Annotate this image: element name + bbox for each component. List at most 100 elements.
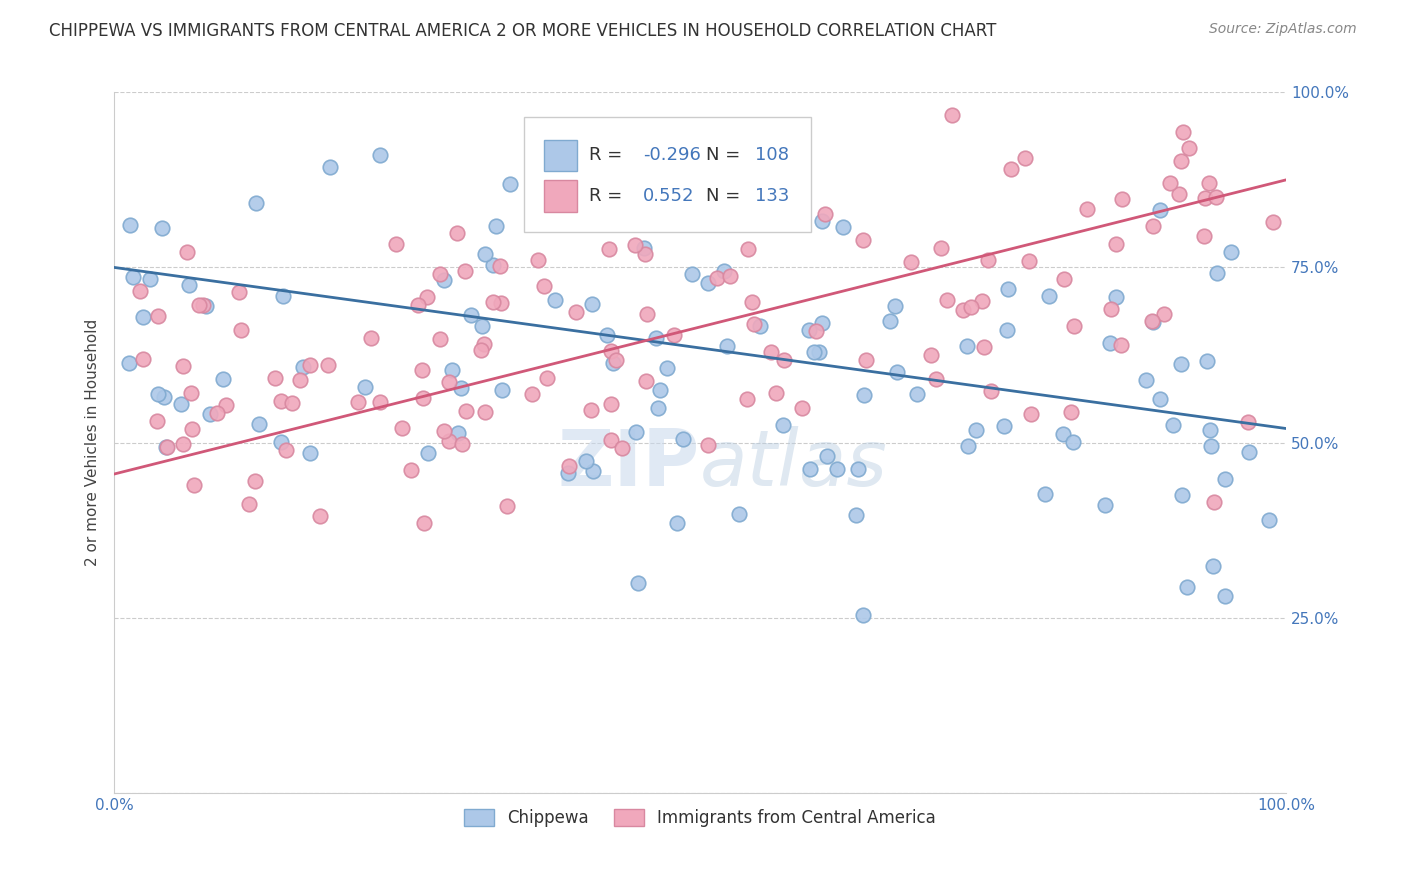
Point <box>997 282 1019 296</box>
Point <box>1000 162 1022 177</box>
Point <box>450 381 472 395</box>
Point <box>440 363 463 377</box>
Point <box>131 351 153 366</box>
Point <box>1111 338 1133 352</box>
Point <box>956 439 979 453</box>
Point <box>416 290 439 304</box>
Text: CHIPPEWA VS IMMIGRANTS FROM CENTRAL AMERICA 2 OR MORE VEHICLES IN HOUSEHOLD CORR: CHIPPEWA VS IMMIGRANTS FROM CENTRAL AMER… <box>49 22 997 40</box>
FancyBboxPatch shape <box>544 140 576 171</box>
Point <box>602 356 624 370</box>
Point <box>1198 176 1220 190</box>
Point <box>1199 423 1222 437</box>
Point <box>973 340 995 354</box>
Point <box>183 478 205 492</box>
Point <box>1197 354 1219 368</box>
Point <box>544 293 567 307</box>
Point <box>804 324 827 338</box>
Point <box>647 401 669 415</box>
Point <box>215 399 238 413</box>
Point <box>368 148 391 162</box>
Point <box>636 307 658 321</box>
Point <box>1052 426 1074 441</box>
Text: R =: R = <box>589 146 627 164</box>
Point <box>1094 498 1116 512</box>
Point <box>1192 229 1215 244</box>
Point <box>929 240 952 254</box>
Point <box>176 245 198 260</box>
Point <box>146 387 169 401</box>
Point <box>1173 125 1195 139</box>
Point <box>1199 439 1222 453</box>
Point <box>429 332 451 346</box>
Point <box>627 575 650 590</box>
Y-axis label: 2 or more Vehicles in Household: 2 or more Vehicles in Household <box>86 318 100 566</box>
Point <box>156 440 179 454</box>
Point <box>626 169 648 183</box>
Point <box>249 417 271 431</box>
Point <box>855 353 877 368</box>
Point <box>1194 191 1216 205</box>
Point <box>1137 71 1160 86</box>
Point <box>1170 154 1192 169</box>
Point <box>231 323 253 337</box>
Point <box>672 433 695 447</box>
Point <box>1038 289 1060 303</box>
Point <box>401 463 423 477</box>
Point <box>845 508 868 522</box>
Point <box>281 396 304 410</box>
Point <box>347 395 370 409</box>
Point <box>1237 445 1260 459</box>
Point <box>1213 589 1236 603</box>
Point <box>655 361 678 376</box>
Point <box>1171 488 1194 502</box>
Point <box>211 372 233 386</box>
Point <box>1215 472 1237 486</box>
Point <box>117 356 139 370</box>
Point <box>485 219 508 234</box>
Point <box>150 221 173 235</box>
Point <box>1035 487 1057 501</box>
Point <box>200 407 222 421</box>
Point <box>270 394 292 409</box>
Point <box>1099 336 1122 351</box>
Point <box>650 384 672 398</box>
Point <box>846 462 869 476</box>
Point <box>575 190 598 204</box>
Point <box>970 293 993 308</box>
Point <box>886 365 908 379</box>
Point <box>146 309 169 323</box>
Point <box>1205 190 1227 204</box>
Point <box>741 294 763 309</box>
Point <box>1237 415 1260 429</box>
Point <box>599 343 621 358</box>
Point <box>437 376 460 390</box>
Text: R =: R = <box>589 187 634 205</box>
Point <box>853 388 876 402</box>
Point <box>1178 141 1201 155</box>
Point <box>662 327 685 342</box>
Point <box>579 402 602 417</box>
Point <box>610 441 633 455</box>
Text: 0.552: 0.552 <box>643 187 695 205</box>
Point <box>737 242 759 256</box>
Point <box>1018 253 1040 268</box>
Point <box>433 424 456 438</box>
Point <box>299 446 322 460</box>
Point <box>598 242 620 256</box>
Point <box>1206 266 1229 280</box>
Point <box>811 316 834 330</box>
FancyBboxPatch shape <box>544 180 576 211</box>
Point <box>936 293 959 308</box>
Point <box>118 219 141 233</box>
Point <box>810 214 832 228</box>
Point <box>600 434 623 448</box>
Point <box>681 268 703 282</box>
Point <box>238 497 260 511</box>
Point <box>803 345 825 359</box>
Point <box>1052 271 1074 285</box>
Point <box>474 405 496 419</box>
Point <box>384 236 406 251</box>
Point <box>170 397 193 411</box>
Point <box>172 359 194 373</box>
Point <box>832 219 855 234</box>
